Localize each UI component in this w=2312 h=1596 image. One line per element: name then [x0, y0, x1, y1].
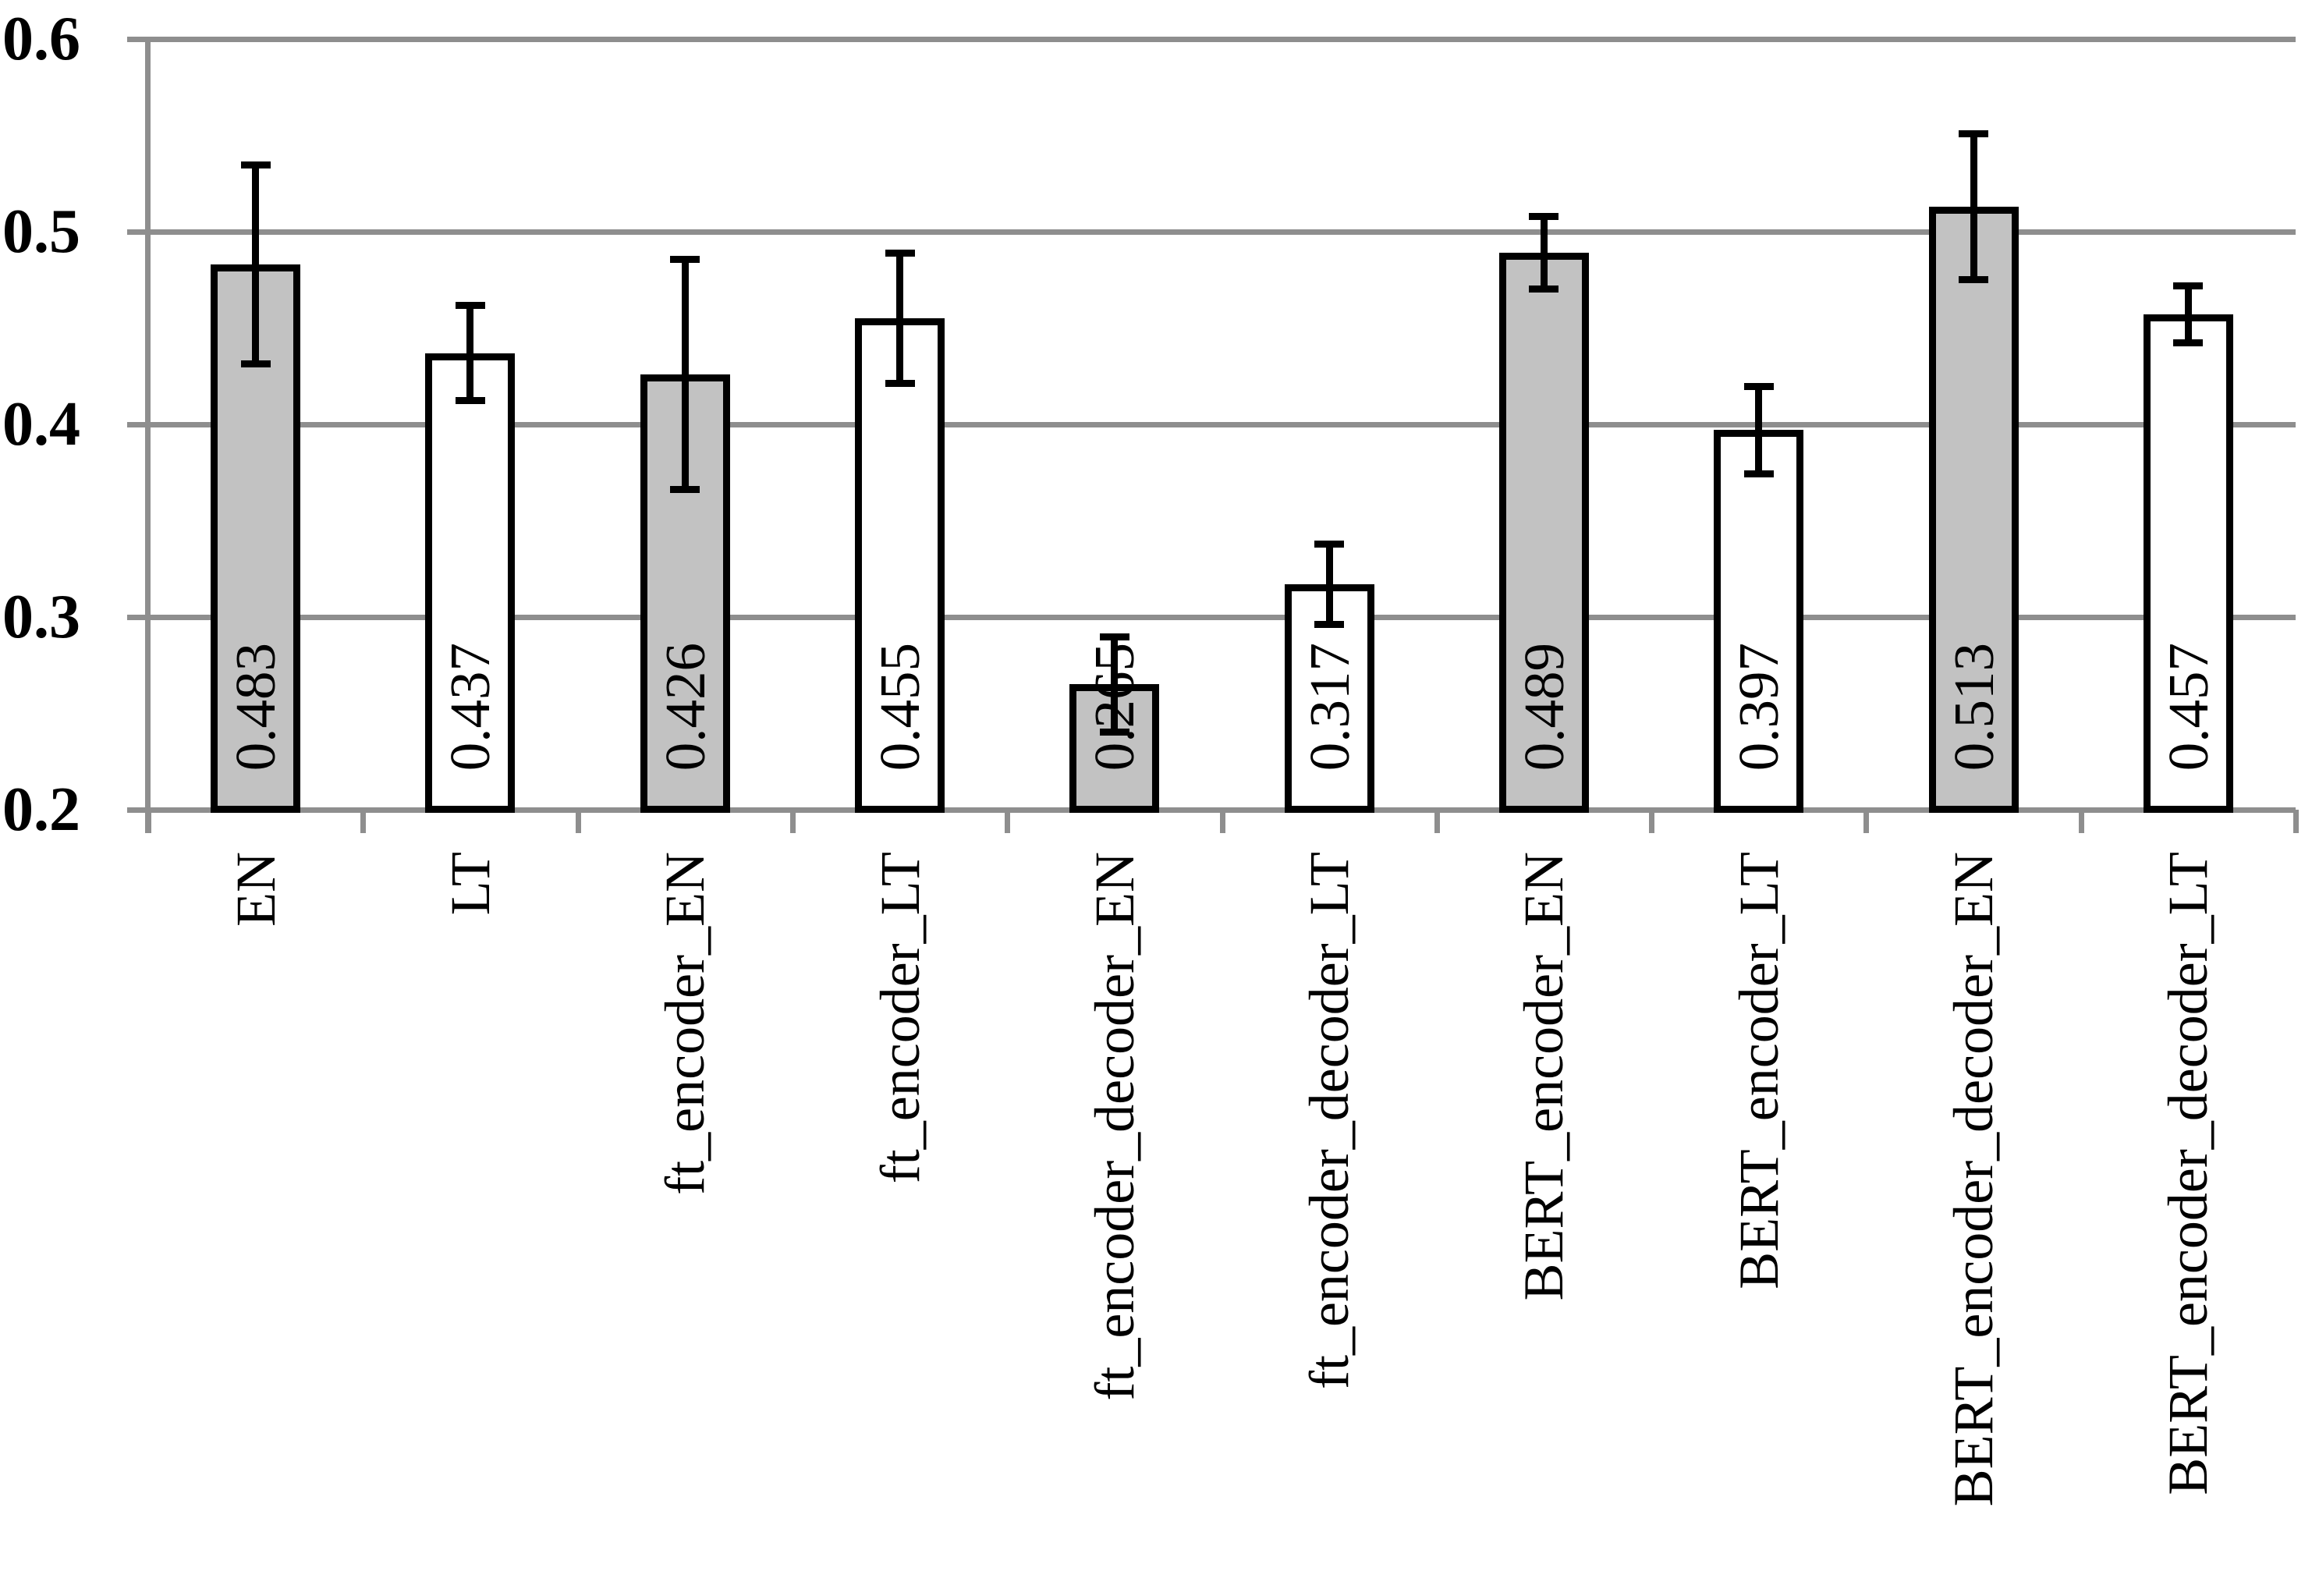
error-bar-cap-top [670, 255, 700, 263]
bar-value-label: 0.483 [224, 642, 288, 771]
bar-value-label: 0.397 [1727, 642, 1791, 771]
x-axis-tick [1005, 810, 1011, 833]
category-label-LT: LT [438, 852, 502, 916]
error-bar-line [896, 253, 904, 385]
error-bar-cap-bottom [1529, 286, 1559, 293]
gridline-0.4 [127, 422, 2296, 427]
category-label-ft_encoder_LT: ft_encoder_LT [868, 852, 931, 1184]
category-label-ft_encoder_decoder_LT: ft_encoder_decoder_LT [1298, 852, 1361, 1390]
category-label-BERT_encoder_EN: BERT_encoder_EN [1512, 852, 1576, 1301]
x-axis-tick [1219, 810, 1225, 833]
x-axis-tick [360, 810, 367, 833]
error-bar-cap-top [1314, 541, 1345, 548]
y-tick-label: 0.4 [2, 390, 80, 459]
error-bar-cap-bottom [455, 397, 485, 405]
error-bar-cap-top [1099, 633, 1129, 640]
error-bar-line [2184, 286, 2192, 344]
bar-value-label: 0.265 [1083, 642, 1147, 771]
x-axis-tick [2293, 810, 2299, 833]
bar-value-label: 0.437 [438, 642, 502, 771]
error-bar-line [681, 258, 689, 490]
x-axis-tick [1649, 810, 1655, 833]
category-label-BERT_encoder_decoder_LT: BERT_encoder_decoder_LT [2157, 852, 2220, 1495]
x-axis-tick [146, 810, 151, 833]
y-tick-label: 0.3 [2, 583, 80, 651]
error-bar-cap-bottom [885, 380, 915, 388]
gridline-0.5 [127, 229, 2296, 235]
error-bar-line [1111, 636, 1119, 733]
x-axis-tick [575, 810, 581, 833]
bar-value-label: 0.513 [1941, 642, 2005, 771]
error-bar-cap-bottom [1314, 620, 1345, 628]
error-bar-cap-top [1529, 213, 1559, 221]
category-label-ft_encoder_decoder_EN: ft_encoder_decoder_EN [1083, 852, 1146, 1401]
y-axis-line [145, 37, 151, 833]
y-tick-label: 0.5 [2, 197, 80, 266]
gridline-0.2 [127, 807, 2296, 813]
x-axis-tick [789, 810, 796, 833]
y-tick-label: 0.2 [2, 775, 80, 844]
category-label-EN: EN [224, 852, 287, 927]
category-label-BERT_encoder_LT: BERT_encoder_LT [1727, 852, 1790, 1289]
error-bar-cap-bottom [1743, 470, 1774, 478]
error-bar-cap-bottom [2173, 339, 2204, 347]
category-label-BERT_encoder_decoder_EN: BERT_encoder_decoder_EN [1942, 852, 2005, 1507]
error-bar-cap-top [455, 301, 485, 309]
plot-area: 0.483 0.437 0.426 0.455 0.265 0.317 0.489 0.397… [127, 37, 2299, 833]
error-bar-line [1540, 216, 1548, 290]
error-bar-cap-bottom [670, 485, 700, 493]
error-bar-line [1970, 133, 1977, 280]
x-axis-tick [2078, 810, 2084, 833]
x-axis-tick [1863, 810, 1870, 833]
error-bar-cap-top [885, 250, 915, 257]
bar-value-label: 0.317 [1297, 642, 1361, 771]
error-bar-cap-top [240, 161, 271, 168]
bar-BERT_encoder_decoder_EN [1928, 206, 2019, 813]
bar-BERT_encoder_LT [1714, 430, 1804, 813]
y-tick-label: 0.6 [2, 5, 80, 73]
bar-value-label: 0.457 [2156, 642, 2220, 771]
gridline-0.3 [127, 615, 2296, 620]
error-bar-line [466, 304, 474, 402]
error-bar-cap-top [1959, 130, 1989, 138]
error-bar-cap-bottom [240, 360, 271, 368]
error-bar-cap-bottom [1959, 275, 1989, 283]
bar-LT [425, 353, 516, 813]
error-bar-line [1755, 385, 1763, 475]
error-bar-cap-bottom [1099, 729, 1129, 736]
error-bar-cap-top [2173, 282, 2204, 290]
gridline-0.6 [127, 37, 2296, 42]
bar-value-label: 0.489 [1512, 642, 1576, 771]
bar-value-label: 0.455 [868, 642, 932, 771]
bar-BERT_encoder_EN [1498, 253, 1589, 813]
error-bar-line [252, 164, 260, 365]
error-bar-cap-top [1743, 382, 1774, 390]
bar-BERT_encoder_decoder_LT [2143, 314, 2233, 813]
error-bar-line [1325, 544, 1333, 625]
category-label-ft_encoder_EN: ft_encoder_EN [654, 852, 717, 1195]
x-axis-tick [1434, 810, 1440, 833]
bar-value-label: 0.426 [653, 642, 717, 771]
